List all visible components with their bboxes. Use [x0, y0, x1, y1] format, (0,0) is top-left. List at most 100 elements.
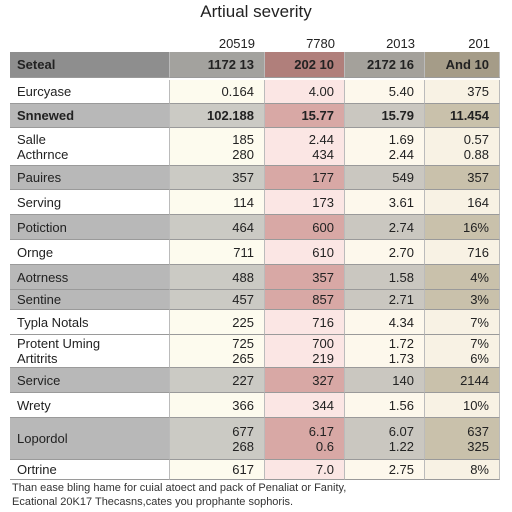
cell-text: Salle: [17, 131, 46, 147]
header-cell: 2172 16: [345, 52, 425, 78]
value-cell: 225: [170, 310, 265, 335]
value-cell: 2.44 434: [265, 128, 345, 166]
cell-text: 617: [232, 462, 254, 477]
value-cell: 488: [170, 265, 265, 290]
value-cell: 716: [265, 310, 345, 335]
value-cell: 600: [265, 215, 345, 240]
cell-text: Lopordol: [17, 431, 68, 446]
value-cell: 164: [425, 190, 500, 215]
cell-text: 164: [467, 194, 489, 210]
value-cell: 464: [170, 215, 265, 240]
cell-text: 0.57: [463, 131, 489, 147]
cell-text: 375: [467, 84, 489, 99]
cell-text: 10%: [462, 397, 489, 413]
value-cell: 102.188: [170, 104, 265, 128]
cell-text: 8%: [470, 462, 489, 477]
cell-text: 7.0: [315, 462, 334, 477]
value-cell: 15.79: [345, 104, 425, 128]
cell-text: 16%: [462, 219, 489, 235]
cell-text: 5.40: [388, 84, 414, 99]
cell-text: Aotrness: [17, 269, 69, 285]
cell-text: 464: [232, 219, 254, 235]
cell-text: 6%: [470, 351, 489, 366]
value-cell: 857: [265, 290, 345, 310]
cell-text: 2.75: [388, 462, 414, 477]
cell-text: 716: [312, 314, 334, 330]
cell-text: 457: [232, 292, 254, 307]
value-cell: 2.70: [345, 240, 425, 265]
column-header: 20519: [218, 36, 255, 51]
cell-text: Sentine: [17, 292, 62, 307]
value-cell: 5.40: [345, 80, 425, 104]
value-cell: 610: [265, 240, 345, 265]
value-cell: 357: [265, 265, 345, 290]
cell-text: 173: [312, 194, 334, 210]
cell-text: 2.44: [308, 131, 334, 147]
value-cell: 2.71: [345, 290, 425, 310]
cell-text: Serving: [17, 194, 62, 210]
cell-text: 700: [312, 336, 334, 351]
cell-text: Potiction: [17, 219, 67, 235]
header-cell: And 10: [425, 52, 500, 78]
value-cell: 6.07 1.22: [345, 418, 425, 460]
value-cell: 114: [170, 190, 265, 215]
cell-text: 4%: [470, 269, 489, 285]
value-cell: 637 325: [425, 418, 500, 460]
cell-text: 711: [233, 244, 254, 260]
value-cell: 140: [345, 368, 425, 393]
cell-text: 1.22: [388, 438, 414, 454]
value-cell: 344: [265, 393, 345, 418]
value-cell: 1.58: [345, 265, 425, 290]
value-cell: 8%: [425, 460, 500, 480]
cell-text: 225: [232, 314, 254, 330]
cell-text: 677: [232, 423, 254, 439]
value-cell: 457: [170, 290, 265, 310]
column-header: 7780: [306, 36, 335, 51]
value-cell: 3.61: [345, 190, 425, 215]
cell-text: Eurcyase: [17, 84, 72, 99]
value-cell: 10%: [425, 393, 500, 418]
value-cell: 3%: [425, 290, 500, 310]
value-cell: 2144: [425, 368, 500, 393]
row-label: Typla Notals: [10, 310, 170, 335]
cell-text: 610: [312, 244, 334, 260]
row-label: Pauires: [10, 166, 170, 190]
value-cell: 11.454: [425, 104, 500, 128]
row-label: Lopordol: [10, 418, 170, 460]
cell-text: 6.07: [388, 423, 414, 439]
cell-text: 1.72: [388, 336, 414, 351]
cell-text: Snnewed: [17, 108, 75, 123]
cell-text: 716: [467, 244, 489, 260]
cell-text: Wrety: [17, 397, 51, 413]
cell-text: 2.71: [388, 292, 414, 307]
footnote: Ecational 20K17 Thecasns,cates you proph…: [12, 496, 294, 508]
cell-text: 2144: [460, 372, 489, 388]
cell-text: 15.77: [301, 108, 334, 123]
value-cell: 327: [265, 368, 345, 393]
value-cell: 366: [170, 393, 265, 418]
cell-text: Ortrine: [17, 462, 57, 477]
cell-text: 0.164: [221, 84, 254, 99]
value-cell: 227: [170, 368, 265, 393]
header-cell: Seteal: [10, 52, 170, 78]
cell-text: Pauires: [17, 170, 62, 185]
cell-text: Ornge: [17, 244, 54, 260]
cell-text: 549: [392, 170, 414, 185]
row-label: Eurcyase: [10, 80, 170, 104]
row-label: Wrety: [10, 393, 170, 418]
value-cell: 2.74: [345, 215, 425, 240]
cell-text: 265: [232, 351, 254, 366]
value-cell: 173: [265, 190, 345, 215]
value-cell: 617: [170, 460, 265, 480]
cell-text: 3%: [470, 292, 489, 307]
row-label: Aotrness: [10, 265, 170, 290]
row-label: Salle Acthrnce: [10, 128, 170, 166]
cell-text: 857: [312, 292, 334, 307]
cell-text: 1.58: [388, 269, 414, 285]
value-cell: 177: [265, 166, 345, 190]
column-header: 2013: [386, 36, 415, 51]
value-cell: 1.56: [345, 393, 425, 418]
value-cell: 7%: [425, 310, 500, 335]
row-label: Sentine: [10, 290, 170, 310]
